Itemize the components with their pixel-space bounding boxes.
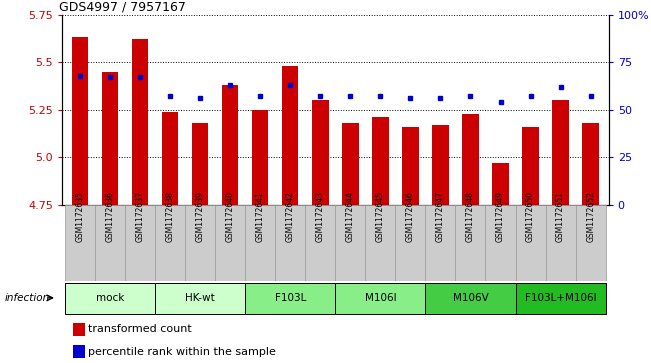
Bar: [132, 39, 148, 205]
Bar: [546, 205, 575, 281]
Text: GSM1172647: GSM1172647: [436, 191, 445, 242]
Text: GSM1172642: GSM1172642: [286, 191, 295, 242]
Text: GSM1172648: GSM1172648: [466, 191, 475, 242]
Bar: [462, 114, 478, 205]
Bar: [425, 283, 516, 314]
Text: GSM1172640: GSM1172640: [226, 191, 234, 242]
Text: infection: infection: [5, 293, 50, 303]
Bar: [192, 123, 208, 205]
Bar: [282, 66, 298, 205]
Bar: [516, 205, 546, 281]
Bar: [432, 125, 449, 205]
Text: GSM1172635: GSM1172635: [76, 191, 85, 242]
Bar: [155, 283, 245, 314]
Bar: [65, 283, 155, 314]
Bar: [252, 110, 268, 205]
Bar: [372, 118, 389, 205]
Bar: [155, 205, 185, 281]
Text: GSM1172643: GSM1172643: [316, 191, 325, 242]
Bar: [161, 112, 178, 205]
Bar: [492, 163, 509, 205]
Bar: [102, 72, 118, 205]
Bar: [215, 205, 245, 281]
Bar: [335, 283, 425, 314]
Bar: [312, 100, 329, 205]
Text: percentile rank within the sample: percentile rank within the sample: [88, 347, 276, 357]
Bar: [486, 205, 516, 281]
Text: M106I: M106I: [365, 293, 396, 303]
Bar: [516, 283, 605, 314]
Text: GSM1172652: GSM1172652: [586, 191, 595, 242]
Bar: [456, 205, 486, 281]
Bar: [73, 323, 85, 336]
Bar: [335, 205, 365, 281]
Bar: [222, 85, 238, 205]
Bar: [65, 205, 95, 281]
Bar: [73, 345, 85, 358]
Bar: [575, 205, 605, 281]
Bar: [552, 100, 569, 205]
Text: GSM1172644: GSM1172644: [346, 191, 355, 242]
Text: GSM1172641: GSM1172641: [256, 191, 265, 242]
Text: GSM1172639: GSM1172639: [195, 191, 204, 242]
Text: M106V: M106V: [452, 293, 488, 303]
Text: HK-wt: HK-wt: [185, 293, 215, 303]
Bar: [275, 205, 305, 281]
Bar: [522, 127, 539, 205]
Text: F103L+M106I: F103L+M106I: [525, 293, 596, 303]
Bar: [95, 205, 125, 281]
Text: GSM1172638: GSM1172638: [165, 191, 174, 242]
Bar: [342, 123, 359, 205]
Text: GSM1172651: GSM1172651: [556, 191, 565, 242]
Text: GSM1172646: GSM1172646: [406, 191, 415, 242]
Text: GSM1172645: GSM1172645: [376, 191, 385, 242]
Text: GSM1172636: GSM1172636: [105, 191, 115, 242]
Bar: [365, 205, 395, 281]
Bar: [245, 205, 275, 281]
Bar: [425, 205, 456, 281]
Bar: [185, 205, 215, 281]
Bar: [125, 205, 155, 281]
Bar: [305, 205, 335, 281]
Bar: [72, 37, 88, 205]
Bar: [245, 283, 335, 314]
Bar: [583, 123, 599, 205]
Text: F103L: F103L: [275, 293, 306, 303]
Bar: [402, 127, 419, 205]
Text: GSM1172650: GSM1172650: [526, 191, 535, 242]
Text: GDS4997 / 7957167: GDS4997 / 7957167: [59, 0, 186, 13]
Bar: [395, 205, 425, 281]
Text: GSM1172637: GSM1172637: [135, 191, 145, 242]
Text: GSM1172649: GSM1172649: [496, 191, 505, 242]
Text: mock: mock: [96, 293, 124, 303]
Text: transformed count: transformed count: [88, 325, 192, 334]
